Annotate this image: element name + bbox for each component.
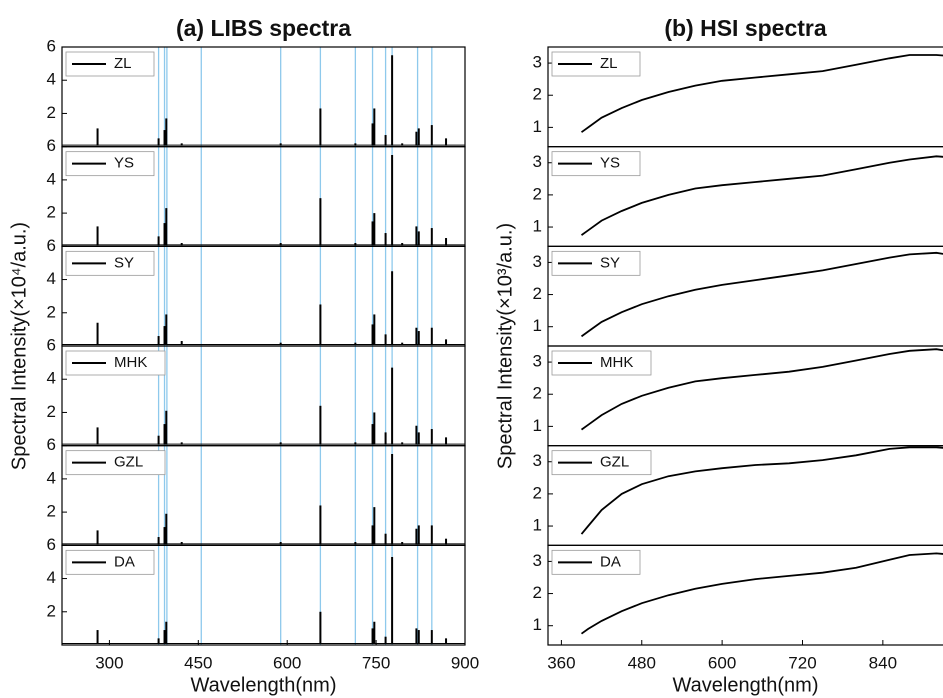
x-tick-label: 600 <box>708 653 736 672</box>
x-tick-label: 900 <box>451 653 479 672</box>
y-tick-label: 2 <box>533 184 542 203</box>
y-tick-label: 1 <box>533 615 542 634</box>
panel-title: (b) HSI spectra <box>664 15 827 41</box>
y-tick-label: 2 <box>47 203 56 222</box>
x-tick-label: 360 <box>547 653 575 672</box>
spectrum-line <box>580 251 943 338</box>
subplot-frame <box>61 544 466 646</box>
y-tick-label: 1 <box>533 316 542 335</box>
legend-label: DA <box>600 553 621 570</box>
y-tick-label: 3 <box>533 451 542 470</box>
legend-label: SY <box>600 254 620 271</box>
y-tick-label: 6 <box>47 535 56 554</box>
legend-label: ZL <box>600 55 618 72</box>
subplot-frame <box>547 544 943 646</box>
y-tick-label: 2 <box>47 103 56 122</box>
y-tick-label: 4 <box>47 468 56 487</box>
y-tick-label: 2 <box>533 284 542 303</box>
y-tick-label: 2 <box>47 502 56 521</box>
x-tick-label: 750 <box>362 653 390 672</box>
legend-label: MHK <box>114 354 147 371</box>
y-tick-label: 4 <box>47 169 56 188</box>
y-tick-label: 6 <box>47 236 56 255</box>
x-tick-label: 840 <box>869 653 897 672</box>
y-tick-label: 3 <box>533 152 542 171</box>
y-tick-label: 3 <box>533 252 542 271</box>
y-axis-label: Spectral Intensity(×10³/a.u.) <box>494 223 516 469</box>
spectrum-line <box>580 552 943 635</box>
x-tick-label: 300 <box>95 653 123 672</box>
legend-label: GZL <box>600 454 629 471</box>
spectrum-line <box>580 446 943 535</box>
y-tick-label: 2 <box>533 583 542 602</box>
y-axis-label: Spectral Intensity(×10⁴/a.u.) <box>8 222 30 470</box>
x-tick-label: 600 <box>273 653 301 672</box>
legend-label: ZL <box>114 55 132 72</box>
y-tick-label: 2 <box>533 85 542 104</box>
legend-label: YS <box>600 155 620 172</box>
y-tick-label: 2 <box>47 302 56 321</box>
x-tick-label: 450 <box>184 653 212 672</box>
x-tick-label: 720 <box>788 653 816 672</box>
y-tick-label: 4 <box>47 568 56 587</box>
y-tick-label: 3 <box>533 352 542 371</box>
legend-label: DA <box>114 553 135 570</box>
y-tick-label: 1 <box>533 217 542 236</box>
x-tick-label: 480 <box>628 653 656 672</box>
panel-title: (a) LIBS spectra <box>176 15 351 41</box>
legend-label: MHK <box>600 354 633 371</box>
spectrum-line <box>580 348 943 431</box>
legend-label: GZL <box>114 454 143 471</box>
spectrum-line <box>580 155 943 236</box>
legend-label: YS <box>114 155 134 172</box>
y-tick-label: 6 <box>47 335 56 354</box>
x-axis-label: Wavelength(nm) <box>673 674 819 696</box>
y-tick-label: 6 <box>47 36 56 55</box>
y-tick-label: 6 <box>47 435 56 454</box>
y-tick-label: 2 <box>47 402 56 421</box>
y-tick-label: 1 <box>533 416 542 435</box>
y-tick-label: 2 <box>533 384 542 403</box>
y-tick-label: 4 <box>47 70 56 89</box>
legend-box <box>65 151 155 177</box>
spectrum-line <box>580 54 943 133</box>
y-tick-label: 1 <box>533 117 542 136</box>
x-axis-label: Wavelength(nm) <box>191 674 337 696</box>
y-tick-label: 4 <box>47 369 56 388</box>
y-tick-label: 2 <box>533 483 542 502</box>
y-tick-label: 6 <box>47 136 56 155</box>
y-tick-label: 3 <box>533 53 542 72</box>
legend-label: SY <box>114 254 134 271</box>
y-tick-label: 1 <box>533 516 542 535</box>
y-tick-label: 2 <box>47 601 56 620</box>
y-tick-label: 3 <box>533 551 542 570</box>
y-tick-label: 4 <box>47 269 56 288</box>
